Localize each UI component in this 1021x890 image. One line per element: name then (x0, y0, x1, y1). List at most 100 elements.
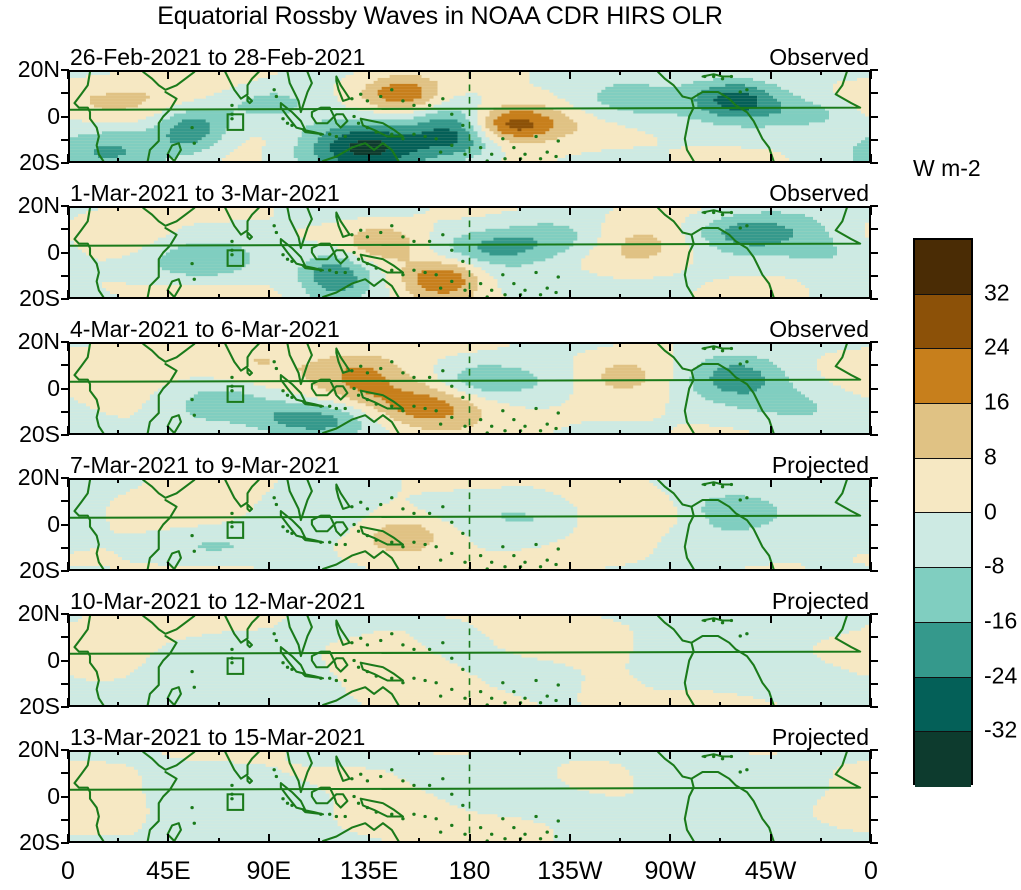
x-axis-tick (267, 698, 270, 707)
x-axis-tick (217, 750, 220, 755)
y-axis-tick (61, 341, 69, 343)
x-axis-tick (368, 478, 371, 487)
coastline-overlay (70, 208, 862, 297)
y-axis-tick (61, 613, 69, 615)
x-axis-tick (769, 834, 772, 843)
x-axis-tick (518, 838, 521, 843)
y-axis-tick (61, 523, 69, 526)
x-axis-tick (870, 426, 872, 435)
y-axis-tick (870, 410, 878, 413)
x-axis-tick (217, 702, 220, 707)
x-axis-tick (819, 566, 822, 571)
x-axis-tick (619, 614, 622, 619)
x-axis-tick (67, 834, 69, 843)
x-axis-label-90e: 90E (246, 857, 291, 885)
x-axis-tick (568, 478, 571, 487)
x-axis-tick (619, 478, 622, 483)
x-axis-tick (769, 562, 772, 571)
x-axis-tick (117, 614, 120, 619)
x-axis-tick (669, 562, 672, 571)
colorbar-tick-label: 8 (984, 443, 997, 470)
x-axis-tick (769, 614, 772, 623)
y-axis-tick (870, 341, 878, 343)
x-axis-tick (669, 342, 672, 351)
x-axis-tick (870, 562, 872, 571)
x-axis-tick (368, 426, 371, 435)
panel-date-range: 26-Feb-2021 to 28-Feb-2021 (70, 44, 366, 70)
x-axis-tick (418, 750, 421, 755)
x-axis-label-90w: 90W (644, 857, 696, 885)
x-axis-tick (769, 750, 772, 759)
y-axis-tick (61, 842, 69, 844)
y-axis-tick (61, 546, 69, 549)
y-axis-tick (61, 749, 69, 751)
x-axis-tick (368, 70, 371, 79)
x-axis-tick (217, 430, 220, 435)
y-axis-tick (870, 115, 878, 118)
y-axis-label-0: 0 (47, 374, 60, 401)
x-axis-tick (518, 70, 521, 75)
olr-map-panel-5[interactable] (68, 614, 871, 707)
x-axis-tick (719, 478, 722, 483)
x-axis-tick (418, 206, 421, 211)
colorbar[interactable] (913, 238, 973, 787)
panel-status-label: Observed (769, 44, 869, 70)
olr-map-panel-6[interactable] (68, 750, 871, 843)
x-axis-tick (568, 698, 571, 707)
colorbar-band (915, 404, 971, 459)
y-axis-tick (870, 613, 878, 615)
panel-status-label: Projected (771, 724, 869, 750)
olr-map-panel-3[interactable] (68, 342, 871, 435)
x-axis-label-180: 180 (448, 857, 491, 885)
y-axis-label-20s: 20S (19, 557, 60, 583)
olr-map-panel-2[interactable] (68, 206, 871, 299)
x-axis-tick (619, 342, 622, 347)
panel-date-range: 10-Mar-2021 to 12-Mar-2021 (70, 588, 366, 614)
panel-header-4: 7-Mar-2021 to 9-Mar-2021 Projected (68, 452, 871, 478)
x-axis-tick (368, 834, 371, 843)
x-axis-tick (870, 834, 872, 843)
x-axis-tick (418, 614, 421, 619)
x-axis-tick (619, 702, 622, 707)
y-axis-tick (61, 387, 69, 390)
y-axis-label-0: 0 (47, 782, 60, 809)
x-axis-tick (167, 154, 170, 163)
x-axis-tick (117, 478, 120, 483)
olr-map-panel-1[interactable] (68, 70, 871, 163)
y-axis-tick (870, 69, 878, 71)
y-axis-label-0: 0 (47, 510, 60, 537)
x-axis-tick (418, 342, 421, 347)
x-axis-tick (769, 342, 772, 351)
y-axis-tick (870, 364, 878, 367)
x-axis-tick (819, 294, 822, 299)
x-axis-tick (619, 430, 622, 435)
x-axis-tick (518, 294, 521, 299)
x-axis-tick (719, 702, 722, 707)
x-axis-tick (819, 478, 822, 483)
x-axis-tick (468, 478, 471, 487)
y-axis-tick (61, 570, 69, 572)
x-axis-tick (719, 430, 722, 435)
x-axis-tick (518, 158, 521, 163)
x-axis-tick (217, 342, 220, 347)
x-axis-tick (67, 478, 69, 487)
olr-anomaly-field (70, 208, 869, 297)
y-axis-tick (870, 636, 878, 639)
colorbar-band (915, 458, 971, 514)
y-axis-tick (61, 92, 69, 95)
y-axis-tick (61, 636, 69, 639)
x-axis-tick (518, 206, 521, 211)
x-axis-tick (267, 478, 270, 487)
x-axis-tick (67, 750, 69, 759)
y-axis-tick (870, 570, 878, 572)
olr-map-panel-4[interactable] (68, 478, 871, 571)
x-axis-tick (518, 342, 521, 347)
y-axis-tick (61, 410, 69, 413)
y-axis-label-20s: 20S (19, 149, 60, 175)
colorbar-tick-label: 32 (984, 279, 1010, 306)
x-axis-tick (468, 614, 471, 623)
x-axis-tick (669, 290, 672, 299)
x-axis-tick (117, 750, 120, 755)
x-axis-tick (67, 206, 69, 215)
x-axis-tick (368, 614, 371, 623)
